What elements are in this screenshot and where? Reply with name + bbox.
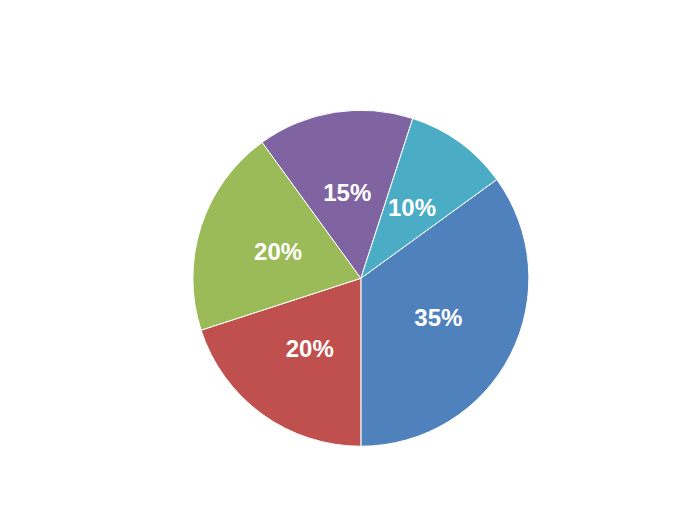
svg-text:20%: 20% xyxy=(254,238,302,265)
svg-text:10%: 10% xyxy=(388,194,436,221)
svg-text:20%: 20% xyxy=(286,335,334,362)
svg-text:15%: 15% xyxy=(323,179,371,206)
svg-text:35%: 35% xyxy=(414,304,462,331)
